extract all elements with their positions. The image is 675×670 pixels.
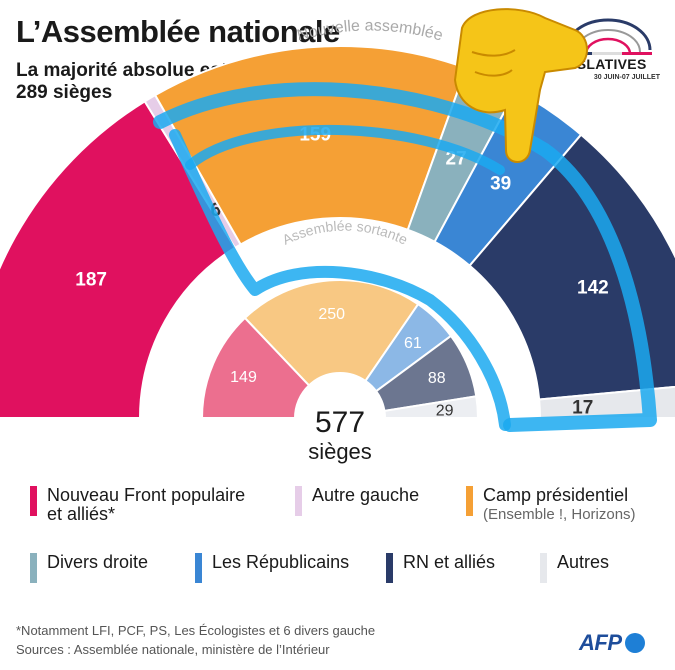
highlight-annotation	[153, 8, 657, 432]
inner-label-les-republicains: 61	[404, 335, 422, 352]
total-seats-value: 577	[315, 406, 365, 439]
outer-slice-rn-et-allies	[468, 133, 675, 401]
inner-label-nouveau-front-populaire-et-allies: 149	[230, 369, 257, 386]
legend-swatch	[466, 486, 473, 516]
inner-label-rn-et-allies: 88	[428, 370, 446, 387]
inner-slice-autres	[383, 395, 480, 419]
afp-dot-icon	[624, 633, 645, 653]
highlight-stroke	[169, 129, 511, 431]
legend-swatch	[195, 553, 202, 583]
outer-slice-nouveau-front-populaire-et-allies	[0, 99, 237, 419]
afp-logo: AFP	[579, 630, 645, 656]
inner-slice-nouveau-front-populaire-et-allies	[200, 316, 311, 419]
legend-item-autre-gauche: Autre gauche	[295, 486, 419, 516]
pointing-down-hand-icon	[453, 8, 588, 163]
legend-label: Autre gauche	[312, 485, 420, 505]
outer-label-nouveau-front-populaire-et-allies: 187	[75, 270, 107, 291]
afp-wordmark: AFP	[579, 630, 622, 655]
inner-slice-camp-presidentiel	[243, 279, 420, 387]
legend-item-les-republicains: Les Républicains	[195, 553, 349, 583]
inner-label-autres: 29	[436, 402, 454, 419]
inner-ring-outgoing-assembly: 149 250 61 88 29	[200, 279, 480, 419]
legend-swatch	[540, 553, 547, 583]
legend-sublabel: (Ensemble !, Horizons)	[483, 506, 636, 523]
highlight-stroke	[185, 124, 505, 175]
outer-label-rn-et-allies: 142	[577, 277, 609, 298]
legend-swatch	[30, 486, 37, 516]
legend-label: Nouveau Front populaire et alliés*	[47, 485, 246, 524]
outer-label-autres: 17	[572, 397, 593, 418]
footnote: *Notamment LFI, PCF, PS, Les Écologistes…	[16, 621, 375, 659]
legend-label: RN et alliés	[403, 552, 496, 572]
legend: Nouveau Front populaire et alliés* Autre …	[0, 478, 675, 608]
outer-label-les-republicains: 39	[490, 173, 511, 194]
page-subtitle: La majorité absolue est à 289 sièges	[16, 60, 244, 103]
footnote-sources: Sources : Assemblée nationale, ministère…	[16, 642, 330, 657]
legend-item-nouveau-front-populaire-et-allies: Nouveau Front populaire et alliés*	[30, 486, 262, 524]
outer-ring-title: Nouvelle assemblée	[295, 17, 444, 44]
total-seats-unit: sièges	[308, 439, 372, 464]
logo-dates: 30 JUIN-07 JUILLET	[593, 74, 660, 81]
footnote-note: *Notamment LFI, PCF, PS, Les Écologistes…	[16, 623, 376, 638]
legend-swatch	[30, 553, 37, 583]
page-title: L’Assemblée nationale	[16, 14, 340, 49]
legend-item-rn-et-allies: RN et alliés	[386, 553, 495, 583]
legend-item-autres: Autres	[540, 553, 609, 583]
legend-item-divers-droite: Divers droite	[30, 553, 148, 583]
legend-swatch	[386, 553, 393, 583]
highlight-stroke	[153, 82, 657, 432]
inner-label-camp-presidentiel: 250	[318, 306, 345, 323]
legend-label: Autres	[557, 552, 610, 572]
legend-item-camp-presidentiel: Camp présidentiel (Ensemble !, Horizons)	[466, 486, 636, 524]
legend-label: Divers droite	[47, 552, 149, 572]
legend-swatch	[295, 486, 302, 516]
legend-label: Les Républicains	[212, 552, 350, 572]
legend-label: Camp présidentiel (Ensemble !, Horizons)	[483, 485, 636, 524]
